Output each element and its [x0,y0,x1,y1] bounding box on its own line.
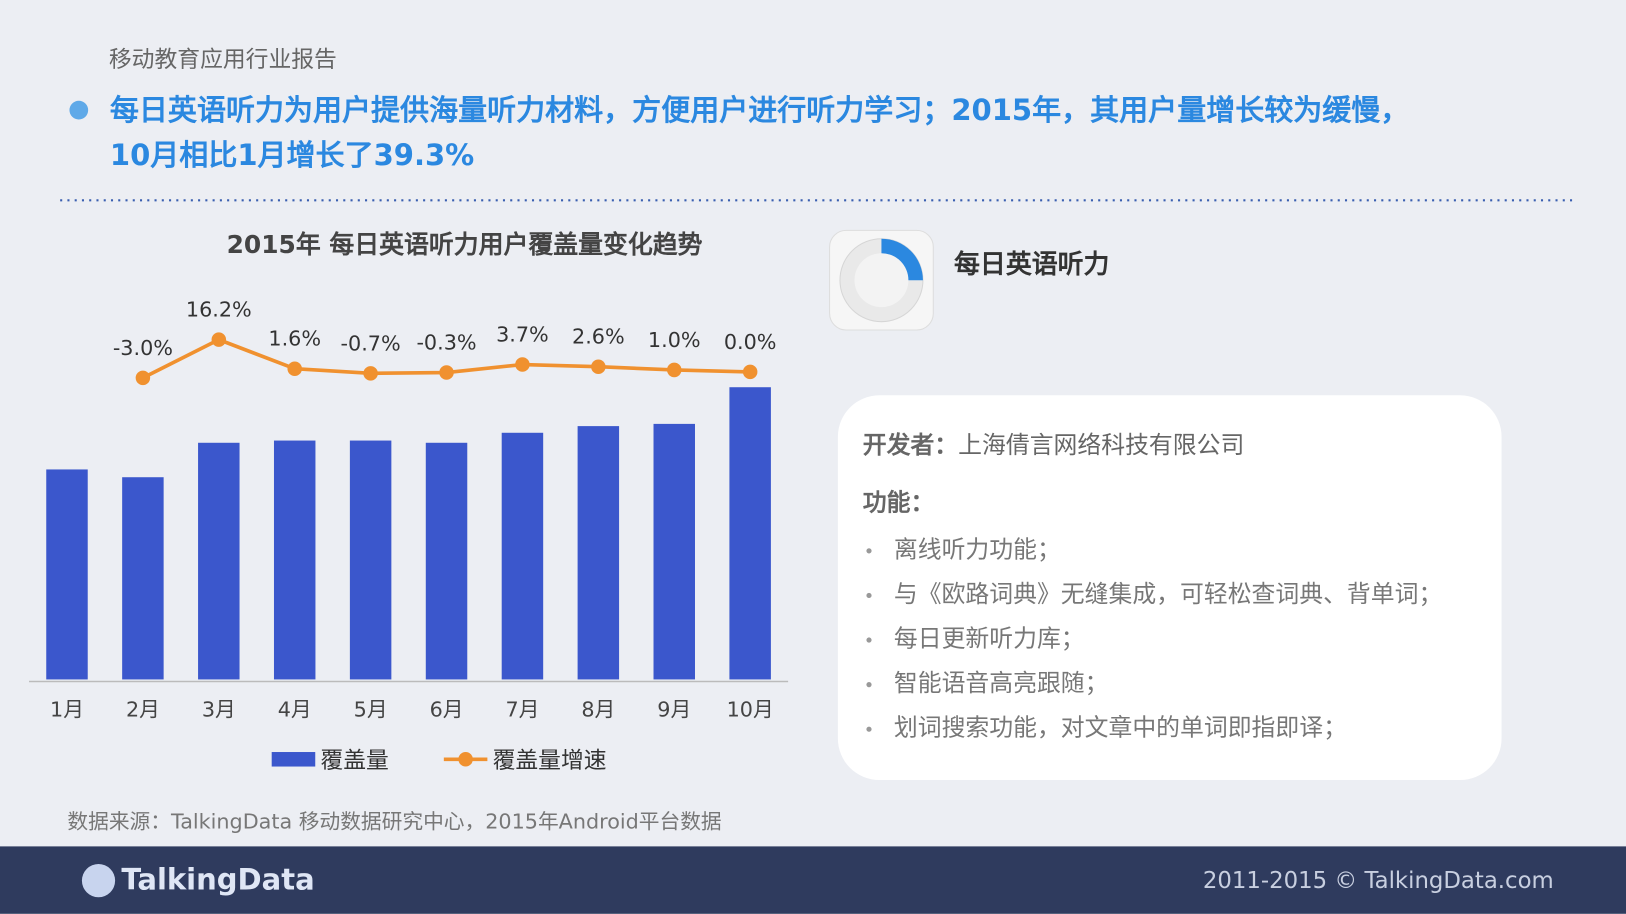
x-tick-label: 4月 [278,698,312,722]
legend-swatch [271,752,316,767]
point [591,359,606,375]
feature: 每日更新听力库； [894,625,1085,653]
info-card [837,395,1502,781]
data-label: -0.7% [341,331,401,355]
app-icon-knob [854,253,909,308]
feature-bullet [866,682,872,688]
bullet [69,100,89,120]
feature: 划词搜索功能，对文章中的单词即指即译； [894,714,1347,742]
footer [0,846,1626,914]
features-label: 功能： [863,489,935,517]
bar [273,440,316,680]
bar [46,469,88,680]
x-tick-label: 8月 [581,698,615,722]
x-tick-label: 2月 [126,698,160,722]
logo: TalkingData [121,863,314,897]
data-label: -0.3% [416,330,476,354]
info-developer: 开发者：上海倩言网络科技有限公司 [863,431,1245,459]
x-tick-label: 3月 [202,698,236,722]
point [666,362,682,378]
developer: 上海倩言网络科技有限公司 [958,431,1244,459]
feature: 与《欧路词典》无缝集成，可轻松查词典、背单词； [894,580,1442,608]
data-label: 1.6% [268,327,321,351]
data-label: 3.7% [496,323,549,347]
x-tick-label: 1月 [50,698,84,722]
feature: 智能语音高亮跟随； [894,669,1109,697]
point [439,365,454,380]
bar [198,442,240,680]
headline: 10月相比1月增长了39.3% [110,138,474,172]
point [287,361,302,376]
copyright: 2011-2015 © TalkingData.com [1203,868,1554,894]
headline: 每日英语听力为用户提供海量听力材料，方便用户进行听力学习；2015年，其用户量增… [110,93,1409,127]
point [211,332,227,347]
report-title: 移动教育应用行业报告 [109,47,337,73]
x-tick-label: 5月 [354,698,388,722]
source: 数据来源：TalkingData 移动数据研究中心，2015年Android平台… [67,810,721,834]
data-label: 0.0% [724,330,777,354]
bar [577,426,620,680]
point [515,357,530,372]
bar [349,440,392,680]
chart: 1月 2月 3月 4月 5月 6月 7月 8月 9月 10月 -3.0% 16.2% 1.6% -0.7%… [46,298,776,774]
point [742,364,758,380]
point [135,370,151,386]
data-label: 1.0% [648,328,701,352]
feature: 离线听力功能； [894,535,1061,563]
feature-bullet [866,726,872,732]
data-label: -3.0% [113,336,173,360]
legend-swatch [458,752,473,767]
features: 离线听力功能； 与《欧路词典》无缝集成，可轻松查词典、背单词； 每日更新听力库； 智能… [866,535,1442,742]
app-icon-arc [881,238,923,281]
data-label: 16.2% [186,298,252,322]
x-tick-label: 9月 [657,698,691,722]
x-tick-label: 10月 [727,698,774,722]
bar [729,387,771,680]
bar [653,423,695,680]
chart-title: 2015年 每日英语听力用户覆盖量变化趋势 [227,230,703,259]
data-label: 2.6% [572,325,625,349]
feature-bullet [866,637,872,643]
x-tick-label: 6月 [430,698,464,722]
bar [501,432,544,680]
feature-bullet [866,592,872,599]
bar [425,442,468,680]
logo-mark [81,864,116,898]
legend-label: 覆盖量增速 [493,748,607,774]
app-name: 每日英语听力 [954,249,1109,280]
bar [122,477,164,680]
feature-bullet [866,548,872,554]
x-tick-label: 7月 [505,698,539,722]
legend-label: 覆盖量 [320,748,388,774]
developer-label: 开发者： [863,431,958,459]
point [363,366,378,381]
